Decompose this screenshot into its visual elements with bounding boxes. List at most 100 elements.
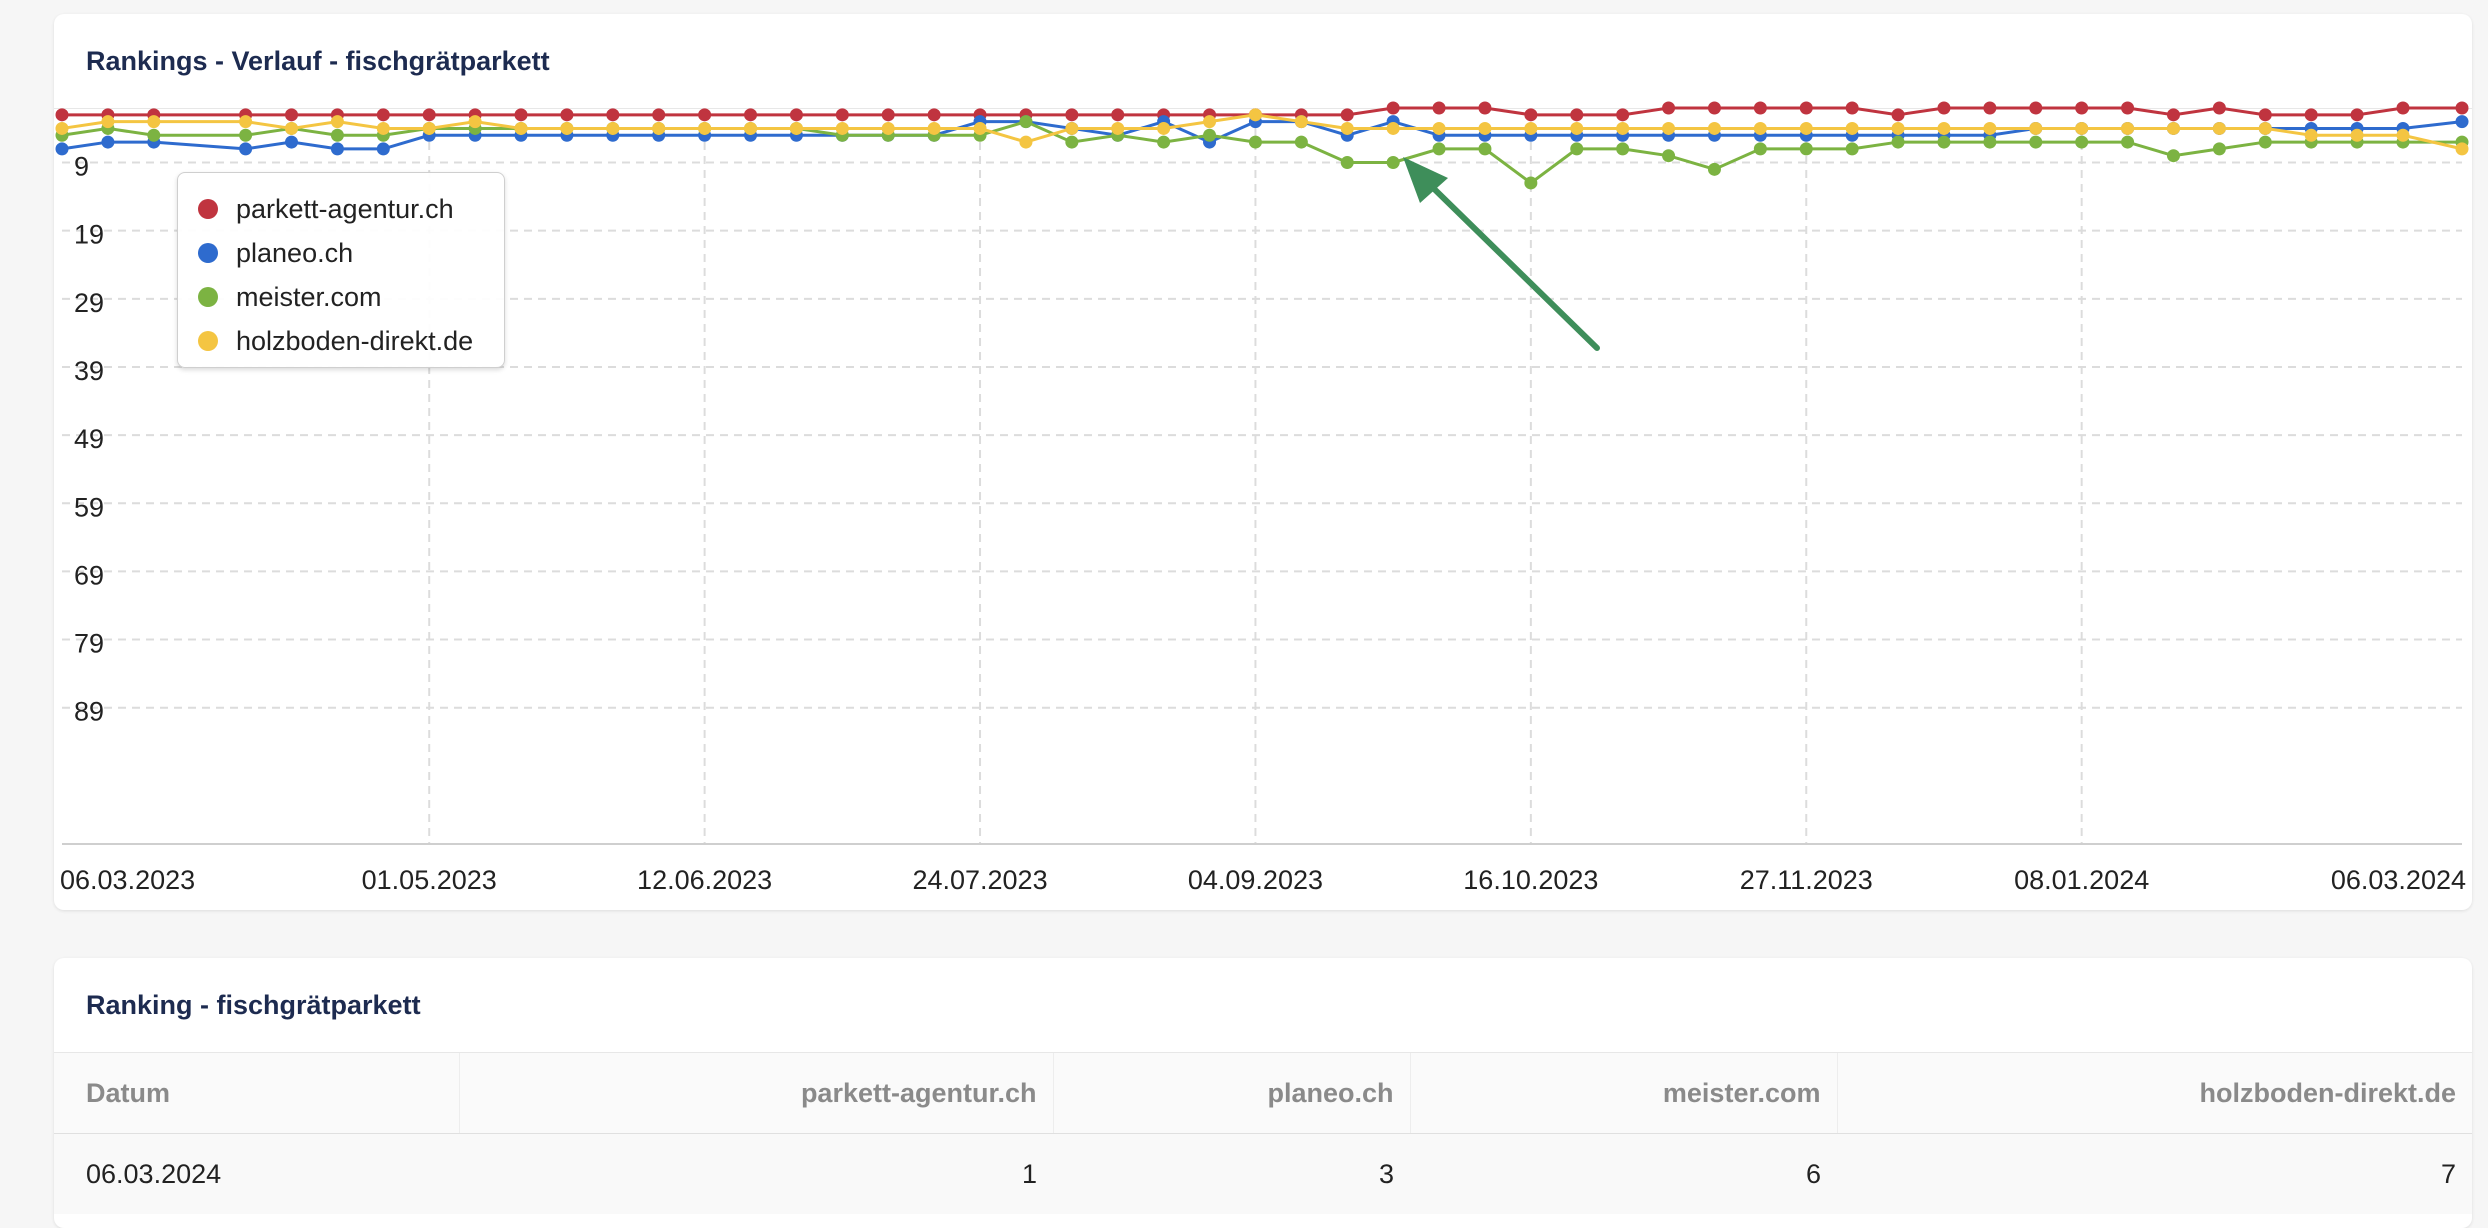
data-point-holzboden-direkt-de xyxy=(2212,121,2226,135)
data-point-holzboden-direkt-de xyxy=(1111,121,1125,135)
data-point-holzboden-direkt-de xyxy=(330,115,344,129)
data-point-holzboden-direkt-de xyxy=(468,115,482,129)
legend-item[interactable]: planeo.ch xyxy=(178,231,504,275)
legend-marker xyxy=(198,243,218,263)
data-point-planeo-ch xyxy=(101,135,115,149)
data-point-meister-com xyxy=(239,128,253,142)
data-point-holzboden-direkt-de xyxy=(239,115,253,129)
data-point-planeo-ch xyxy=(55,142,69,156)
column-header[interactable]: meister.com xyxy=(1410,1053,1838,1134)
data-point-parkett-agentur-ch xyxy=(1386,101,1400,115)
data-point-holzboden-direkt-de xyxy=(2029,121,2043,135)
series-line-parkett-agentur-ch xyxy=(62,106,2462,117)
data-point-parkett-agentur-ch xyxy=(1524,108,1538,122)
data-point-meister-com xyxy=(1478,142,1492,156)
data-point-parkett-agentur-ch xyxy=(514,108,528,122)
column-header[interactable]: parkett-agentur.ch xyxy=(459,1053,1054,1134)
data-point-holzboden-direkt-de xyxy=(560,121,574,135)
data-point-meister-com xyxy=(2166,149,2180,163)
column-header[interactable]: holzboden-direkt.de xyxy=(1837,1053,2472,1134)
data-point-holzboden-direkt-de xyxy=(101,115,115,129)
data-point-parkett-agentur-ch xyxy=(1662,101,1676,115)
data-point-parkett-agentur-ch xyxy=(55,108,69,122)
data-point-meister-com xyxy=(1157,135,1171,149)
data-point-holzboden-direkt-de xyxy=(55,121,69,135)
data-point-parkett-agentur-ch xyxy=(1340,108,1354,122)
chart-card-title: Rankings - Verlauf - fischgrätparkett xyxy=(54,14,2472,109)
data-point-parkett-agentur-ch xyxy=(927,108,941,122)
data-point-meister-com xyxy=(1616,142,1630,156)
y-tick-label: 39 xyxy=(74,356,104,386)
table-body: 06.03.2024 1 3 6 7 xyxy=(54,1133,2472,1214)
column-header[interactable]: planeo.ch xyxy=(1053,1053,1411,1134)
data-point-holzboden-direkt-de xyxy=(1524,121,1538,135)
data-point-parkett-agentur-ch xyxy=(1937,101,1951,115)
data-point-parkett-agentur-ch xyxy=(2455,101,2469,115)
data-point-holzboden-direkt-de xyxy=(285,121,299,135)
data-point-holzboden-direkt-de xyxy=(1478,121,1492,135)
data-point-parkett-agentur-ch xyxy=(652,108,666,122)
ranking-table-card: Ranking - fischgrätparkett Datum parkett-… xyxy=(54,958,2472,1228)
rankings-chart-card: Rankings - Verlauf - fischgrätparkett 9 1… xyxy=(54,14,2472,910)
data-point-holzboden-direkt-de xyxy=(1753,121,1767,135)
data-point-holzboden-direkt-de xyxy=(1203,115,1217,129)
data-point-holzboden-direkt-de xyxy=(1891,121,1905,135)
data-point-parkett-agentur-ch xyxy=(744,108,758,122)
x-tick-label: 08.01.2024 xyxy=(2014,865,2149,895)
table-card-title: Ranking - fischgrätparkett xyxy=(54,958,2472,1053)
data-point-parkett-agentur-ch xyxy=(1891,108,1905,122)
y-tick-label: 19 xyxy=(74,220,104,250)
data-point-meister-com xyxy=(1570,142,1584,156)
data-point-holzboden-direkt-de xyxy=(881,121,895,135)
data-point-parkett-agentur-ch xyxy=(1432,101,1446,115)
data-point-parkett-agentur-ch xyxy=(2350,108,2364,122)
y-tick-label: 49 xyxy=(74,424,104,454)
data-point-parkett-agentur-ch xyxy=(2029,101,2043,115)
table-cell: 6 xyxy=(1410,1133,1837,1214)
series-line-planeo-ch xyxy=(61,120,2463,151)
data-point-parkett-agentur-ch xyxy=(1616,108,1630,122)
data-point-holzboden-direkt-de xyxy=(1570,121,1584,135)
x-tick-label: 16.10.2023 xyxy=(1463,865,1598,895)
data-point-parkett-agentur-ch xyxy=(1983,101,1997,115)
legend-item[interactable]: meister.com xyxy=(178,275,504,319)
table-cell: 06.03.2024 xyxy=(54,1133,459,1214)
x-tick-label: 06.03.2023 xyxy=(60,865,195,895)
column-header[interactable]: Datum xyxy=(54,1053,460,1134)
data-point-meister-com xyxy=(1937,135,1951,149)
data-point-meister-com xyxy=(1707,162,1721,176)
data-point-holzboden-direkt-de xyxy=(376,121,390,135)
table-row: 06.03.2024 1 3 6 7 xyxy=(54,1133,2472,1214)
data-point-holzboden-direkt-de xyxy=(1799,121,1813,135)
rankings-line-chart[interactable]: 9 19 29 39 49 59 69 79 89 06.03.2023 01.05.2023 12.… xyxy=(54,14,2472,910)
data-point-meister-com xyxy=(1019,115,1033,129)
data-point-meister-com xyxy=(1524,176,1538,190)
data-point-holzboden-direkt-de xyxy=(1432,121,1446,135)
data-point-parkett-agentur-ch xyxy=(376,108,390,122)
data-point-meister-com xyxy=(2075,135,2089,149)
data-point-holzboden-direkt-de xyxy=(1065,121,1079,135)
data-point-parkett-agentur-ch xyxy=(2212,101,2226,115)
data-point-meister-com xyxy=(1294,135,1308,149)
data-point-holzboden-direkt-de xyxy=(1845,121,1859,135)
data-point-meister-com xyxy=(1065,135,1079,149)
x-tick-label: 01.05.2023 xyxy=(362,865,497,895)
data-point-parkett-agentur-ch xyxy=(2258,108,2272,122)
data-point-parkett-agentur-ch xyxy=(2396,101,2410,115)
data-point-meister-com xyxy=(2029,135,2043,149)
data-point-holzboden-direkt-de xyxy=(422,121,436,135)
data-point-meister-com xyxy=(1983,135,1997,149)
data-point-meister-com xyxy=(2212,142,2226,156)
data-point-holzboden-direkt-de xyxy=(147,115,161,129)
data-point-holzboden-direkt-de xyxy=(2396,128,2410,142)
legend-item[interactable]: holzboden-direkt.de xyxy=(178,319,504,363)
data-point-meister-com xyxy=(2258,135,2272,149)
x-tick-label: 12.06.2023 xyxy=(637,865,772,895)
data-point-holzboden-direkt-de xyxy=(1340,121,1354,135)
legend-item[interactable]: parkett-agentur.ch xyxy=(178,187,504,231)
data-point-parkett-agentur-ch xyxy=(2075,101,2089,115)
data-point-meister-com xyxy=(330,128,344,142)
x-tick-label: 04.09.2023 xyxy=(1188,865,1323,895)
data-point-parkett-agentur-ch xyxy=(1478,101,1492,115)
data-point-holzboden-direkt-de xyxy=(2350,128,2364,142)
